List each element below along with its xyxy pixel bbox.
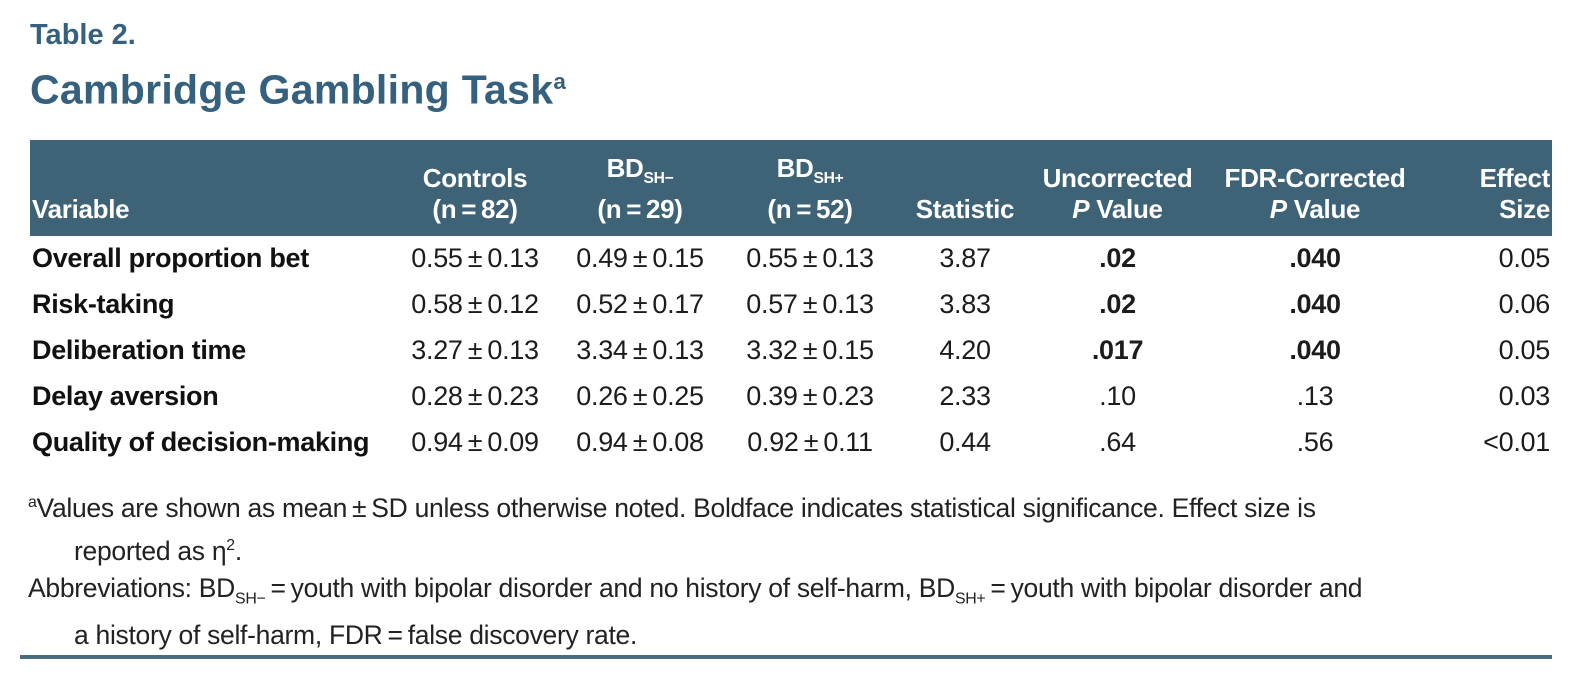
cell-bd-sh-plus: 0.55 ± 0.13 — [746, 243, 874, 274]
column-header-statistic: Statistic — [895, 139, 1035, 236]
cell-statistic: 3.87 — [939, 243, 991, 274]
cell-controls: 0.94 ± 0.09 — [411, 427, 539, 458]
column-header-fdr-p: FDR-Corrected P Value — [1200, 139, 1430, 236]
column-header-uncorrected-p: Uncorrected P Value — [1035, 139, 1200, 236]
cell-effect-size: <0.01 — [1483, 427, 1550, 458]
column-header-variable: Variable — [30, 139, 395, 236]
header-row: Variable Controls (n = 82) BDSH− (n = 29) B… — [30, 139, 1552, 236]
cell-variable: Risk-taking — [32, 289, 175, 320]
column-header-bd-sh-plus: BDSH+ (n = 52) — [725, 139, 895, 236]
cell-fdr-p: .040 — [1289, 243, 1341, 274]
footnotes: aValues are shown as mean ± SD unless ot… — [28, 484, 1528, 654]
footnote-abbreviations: Abbreviations: BDSH− = youth with bipola… — [28, 572, 1363, 650]
cell-statistic: 2.33 — [939, 381, 991, 412]
cell-effect-size: 0.05 — [1498, 243, 1551, 274]
cell-uncorrected-p: .017 — [1091, 335, 1144, 366]
page: Table 2. Cambridge Gambling Taska Variab… — [0, 18, 1574, 678]
cell-bd-sh-minus: 0.26 ± 0.25 — [576, 381, 704, 412]
cell-bd-sh-plus: 0.92 ± 0.11 — [747, 427, 873, 458]
table-row: Quality of decision-making 0.94 ± 0.09 0.9… — [30, 420, 1552, 466]
table-row: Delay aversion 0.28 ± 0.23 0.26 ± 0.25 0.39… — [30, 374, 1552, 420]
table-row: Deliberation time 3.27 ± 0.13 3.34 ± 0.13 3… — [30, 328, 1552, 374]
cell-uncorrected-p: .02 — [1099, 289, 1136, 320]
cell-fdr-p: .56 — [1296, 427, 1334, 458]
column-header-bd-sh-minus: BDSH− (n = 29) — [555, 139, 725, 236]
cell-bd-sh-minus: 0.49 ± 0.15 — [576, 243, 704, 274]
cell-variable: Quality of decision-making — [32, 427, 370, 458]
cell-fdr-p: .040 — [1289, 289, 1341, 320]
cell-controls: 0.28 ± 0.23 — [411, 381, 539, 412]
bottom-rule — [20, 655, 1552, 659]
cell-controls: 3.27 ± 0.13 — [411, 335, 539, 366]
cell-bd-sh-minus: 0.94 ± 0.08 — [576, 427, 704, 458]
table-header: Variable Controls (n = 82) BDSH− (n = 29) B… — [30, 139, 1552, 236]
table-label: Table 2. — [30, 19, 136, 51]
cell-uncorrected-p: .02 — [1099, 243, 1136, 274]
cell-controls: 0.55 ± 0.13 — [411, 243, 539, 274]
column-header-effect-size: Effect Size — [1430, 139, 1552, 236]
cgt-table: Variable Controls (n = 82) BDSH− (n = 29) B… — [30, 139, 1552, 466]
page-title: Cambridge Gambling Taska — [30, 66, 567, 113]
cell-effect-size: 0.03 — [1498, 381, 1551, 412]
column-header-controls: Controls (n = 82) — [395, 139, 555, 236]
table-row: Risk-taking 0.58 ± 0.12 0.52 ± 0.17 0.57 ± … — [30, 282, 1552, 328]
cell-statistic: 0.44 — [939, 427, 991, 458]
footnote-a: aValues are shown as mean ± SD unless ot… — [28, 492, 1316, 566]
cell-uncorrected-p: .10 — [1099, 381, 1136, 412]
cell-effect-size: 0.06 — [1498, 289, 1551, 320]
table-body: Overall proportion bet 0.55 ± 0.13 0.49 ± … — [30, 236, 1552, 466]
cell-bd-sh-minus: 3.34 ± 0.13 — [576, 335, 704, 366]
cell-controls: 0.58 ± 0.12 — [411, 289, 539, 320]
table-row: Overall proportion bet 0.55 ± 0.13 0.49 ± … — [30, 236, 1552, 282]
cell-bd-sh-minus: 0.52 ± 0.17 — [576, 289, 704, 320]
cell-variable: Delay aversion — [32, 381, 219, 412]
cell-bd-sh-plus: 3.32 ± 0.15 — [746, 335, 874, 366]
cell-fdr-p: .13 — [1296, 381, 1334, 412]
cell-variable: Overall proportion bet — [32, 243, 309, 274]
cell-statistic: 4.20 — [939, 335, 991, 366]
cell-effect-size: 0.05 — [1498, 335, 1551, 366]
cell-variable: Deliberation time — [32, 335, 246, 366]
cell-uncorrected-p: .64 — [1099, 427, 1136, 458]
cell-bd-sh-plus: 0.39 ± 0.23 — [746, 381, 874, 412]
cell-bd-sh-plus: 0.57 ± 0.13 — [746, 289, 874, 320]
cell-statistic: 3.83 — [939, 289, 991, 320]
cell-fdr-p: .040 — [1289, 335, 1341, 366]
